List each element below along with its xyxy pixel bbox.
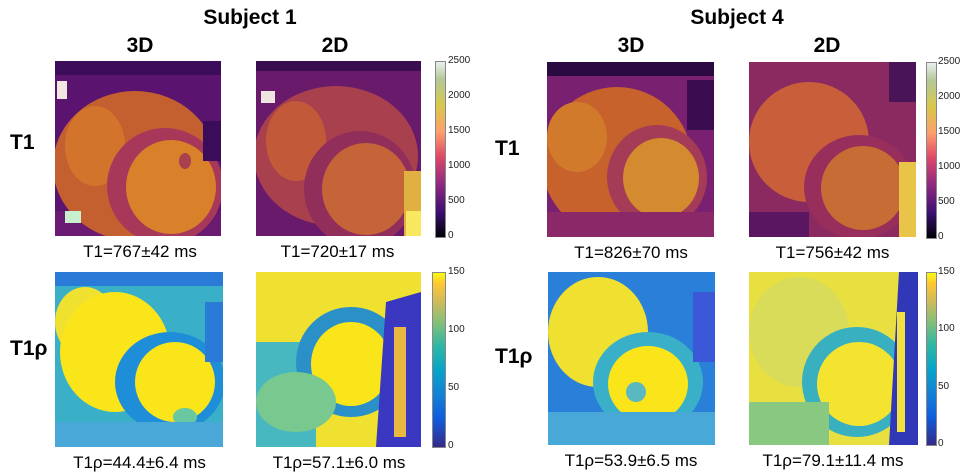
subject-4-title: Subject 4 [690, 6, 784, 29]
t1-value-label: T1=767±42 ms [83, 242, 197, 261]
colorbar-tick: 500 [448, 195, 465, 206]
colorbar-tick: 150 [448, 266, 465, 277]
t1rho-value-label: T1ρ=57.1±6.0 ms [272, 453, 406, 472]
colorbar-tick: 500 [938, 196, 955, 207]
colorbar-tick: 0 [938, 438, 944, 449]
t1-map-image [55, 61, 221, 236]
t1rho-map-image [749, 272, 918, 445]
t1rho-value-label: T1ρ=44.4±6.4 ms [73, 453, 206, 472]
colorbar-tick: 2000 [448, 90, 471, 101]
t1-value-label: T1=826±70 ms [574, 243, 688, 262]
colorbar-tick: 100 [448, 324, 465, 335]
column-3d-label: 3D [617, 34, 645, 57]
t1rho-map-image [55, 272, 223, 447]
colorbar-tick: 1500 [448, 125, 471, 136]
t1-map-image [256, 61, 421, 236]
row-label-t1rho: T1ρ [10, 337, 48, 360]
t1rho-map-image [256, 272, 421, 447]
colorbar-tick: 0 [938, 231, 944, 242]
t1rho-colorbar [432, 272, 446, 448]
colorbar-tick: 2500 [448, 55, 471, 66]
row-label-t1: T1 [495, 137, 520, 160]
colorbar-tick: 50 [938, 381, 950, 392]
t1-colorbar [926, 62, 937, 239]
colorbar-tick: 0 [448, 230, 454, 241]
colorbar-tick: 2500 [938, 56, 961, 67]
t1-value-label: T1=720±17 ms [280, 242, 395, 261]
t1-map-image [749, 62, 916, 237]
t1-colorbar [435, 61, 446, 238]
t1rho-map-image [548, 272, 715, 445]
colorbar-tick: 0 [448, 440, 454, 451]
t1rho-colorbar [926, 272, 937, 446]
colorbar-tick: 100 [938, 323, 955, 334]
colorbar-tick: 1000 [938, 161, 961, 172]
column-2d-label: 2D [813, 34, 841, 57]
column-2d-label: 2D [321, 34, 349, 57]
t1-value-label: T1=756±42 ms [775, 243, 890, 262]
t1rho-value-label: T1ρ=53.9±6.5 ms [564, 451, 698, 470]
colorbar-tick: 150 [938, 266, 955, 277]
t1-map-image [547, 62, 714, 237]
row-label-t1: T1 [10, 131, 35, 154]
t1rho-value-label: T1ρ=79.1±11.4 ms [762, 451, 904, 470]
colorbar-tick: 2000 [938, 91, 961, 102]
column-3d-label: 3D [126, 34, 154, 57]
subject-1-title: Subject 1 [203, 6, 297, 29]
colorbar-tick: 1500 [938, 126, 961, 137]
colorbar-tick: 1000 [448, 160, 471, 171]
row-label-t1rho: T1ρ [495, 345, 533, 368]
colorbar-tick: 50 [448, 382, 460, 393]
